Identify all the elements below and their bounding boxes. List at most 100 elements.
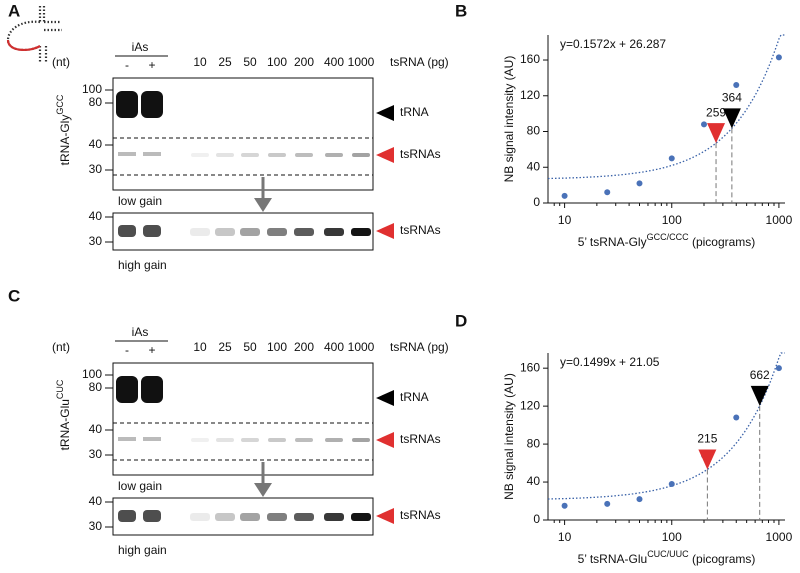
trna-band — [116, 376, 138, 403]
black-arrow — [376, 105, 394, 121]
red-arrow — [376, 223, 394, 239]
high-band — [294, 228, 314, 236]
lane-label: 25 — [218, 340, 232, 354]
data-point — [701, 121, 708, 128]
high-band — [324, 228, 344, 236]
marker-triangle — [698, 449, 717, 470]
gain-label: low gain — [118, 194, 162, 208]
x-tick-label: 100 — [662, 213, 682, 227]
size-marker: 100 — [82, 367, 102, 381]
lane-unit: tsRNA (pg) — [390, 55, 449, 69]
size-marker: 30 — [89, 519, 103, 533]
band-label: tsRNAs — [400, 508, 441, 522]
size-marker: 30 — [89, 447, 103, 461]
nt-label: (nt) — [52, 340, 70, 354]
x-tick-label: 1000 — [766, 213, 793, 227]
tsrna-band — [352, 153, 370, 157]
y-tick-label: 120 — [520, 398, 540, 412]
x-tick-label: 10 — [558, 213, 572, 227]
faint-band — [118, 152, 136, 156]
ias-lane: - — [125, 58, 129, 72]
lane-label: 25 — [218, 55, 232, 69]
band-label: tsRNAs — [400, 223, 441, 237]
high-band — [190, 513, 210, 521]
band-label: tRNA — [400, 105, 429, 119]
ias-lane: + — [148, 58, 155, 72]
lane-label: 10 — [193, 55, 207, 69]
red-arrow — [376, 508, 394, 524]
size-marker: 30 — [89, 234, 103, 248]
high-band — [294, 513, 314, 521]
band — [143, 510, 161, 522]
high-band — [324, 513, 344, 521]
data-point — [636, 180, 643, 187]
panel-letter: C — [8, 286, 20, 305]
equation: y=0.1572x + 26.287 — [560, 37, 666, 51]
data-point — [636, 496, 643, 503]
trna-band — [141, 91, 163, 118]
red-arrow — [376, 147, 394, 163]
marker-triangle — [722, 108, 741, 129]
lane-label: 100 — [267, 55, 287, 69]
marker-triangle — [707, 123, 726, 144]
tsrna-band — [268, 153, 286, 157]
tsrna-band — [325, 438, 343, 442]
data-point — [775, 54, 782, 61]
x-axis-label: 5’ tsRNA-GluCUC/UUC (picograms) — [578, 549, 756, 566]
data-point — [668, 480, 675, 487]
blot-ylabel: tRNA-GlyGCC — [55, 94, 72, 165]
lane-label: 50 — [243, 55, 257, 69]
size-marker: 80 — [89, 95, 103, 109]
y-tick-label: 160 — [520, 52, 540, 66]
band-label: tRNA — [400, 390, 429, 404]
data-point — [733, 82, 740, 89]
y-axis-label: NB signal intensity (AU) — [502, 373, 516, 500]
y-tick-label: 40 — [527, 159, 541, 173]
size-marker: 80 — [89, 380, 103, 394]
xlabel-end: (picograms) — [689, 235, 756, 249]
blot-ylabel: tRNA-GluCUC — [55, 379, 72, 450]
high-band — [351, 228, 371, 236]
marker-label: 364 — [722, 91, 742, 105]
lane-label: 10 — [193, 340, 207, 354]
gain-label: high gain — [118, 258, 167, 272]
high-band — [215, 513, 235, 521]
high-band — [267, 228, 287, 236]
faint-band — [143, 152, 161, 156]
trna-band — [116, 91, 138, 118]
fit-line — [548, 34, 785, 180]
xlabel-main: 5’ tsRNA-Gly — [578, 235, 647, 249]
size-marker: 40 — [89, 422, 103, 436]
size-marker: 30 — [89, 162, 103, 176]
data-point — [775, 365, 782, 372]
ias-lane: - — [125, 343, 129, 357]
lane-unit: tsRNA (pg) — [390, 340, 449, 354]
faint-band — [143, 437, 161, 441]
black-arrow — [376, 390, 394, 406]
data-point — [604, 500, 611, 507]
tsrna-band — [268, 438, 286, 442]
ylabel-main: tRNA-Gly — [58, 115, 72, 166]
xlabel-sup: GCC/CCC — [647, 232, 689, 242]
lane-label: 200 — [294, 55, 314, 69]
high-band — [240, 228, 260, 236]
data-point — [733, 414, 740, 421]
data-point — [561, 502, 568, 509]
lane-label: 1000 — [348, 340, 375, 354]
band — [118, 225, 136, 237]
x-tick-label: 10 — [558, 530, 572, 544]
lane-label: 200 — [294, 340, 314, 354]
band — [143, 225, 161, 237]
y-axis-label: NB signal intensity (AU) — [502, 56, 516, 183]
marker-triangle — [750, 385, 769, 406]
faint-band — [118, 437, 136, 441]
lane-label: 100 — [267, 340, 287, 354]
data-point — [561, 192, 568, 199]
gray-arrow-head — [254, 483, 272, 497]
size-marker: 40 — [89, 209, 103, 223]
y-tick-label: 40 — [527, 474, 541, 488]
red-arrow — [376, 432, 394, 448]
gray-arrow-head — [254, 198, 272, 212]
y-tick-label: 0 — [533, 195, 540, 209]
